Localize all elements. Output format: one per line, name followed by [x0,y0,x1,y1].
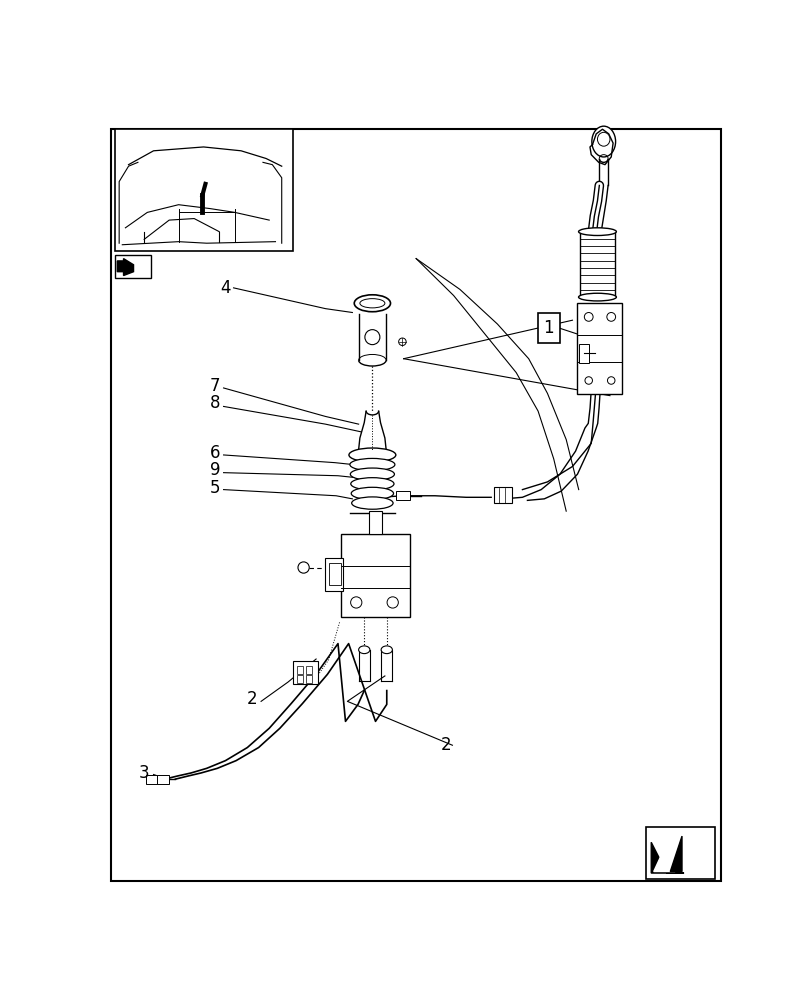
Ellipse shape [351,497,393,509]
Polygon shape [590,129,612,165]
Polygon shape [117,259,133,276]
Bar [114,255,151,278]
Bar [493,487,512,503]
Ellipse shape [597,132,609,146]
Polygon shape [670,836,681,872]
Bar [369,511,381,534]
Circle shape [387,597,398,608]
Ellipse shape [591,126,615,157]
Text: 2: 2 [247,690,257,708]
Bar [341,534,410,617]
Ellipse shape [350,458,394,471]
Ellipse shape [578,293,616,301]
Ellipse shape [380,646,392,654]
Polygon shape [653,846,674,872]
Bar [306,675,312,683]
Text: 2: 2 [440,736,451,754]
Ellipse shape [350,478,393,490]
Bar [146,774,158,784]
Ellipse shape [358,646,370,654]
Ellipse shape [349,448,395,462]
Bar [296,666,303,674]
Bar [296,675,303,683]
Bar [577,303,622,394]
Circle shape [398,338,406,346]
Text: 4: 4 [220,279,230,297]
Bar [580,232,614,297]
Text: 5: 5 [209,479,220,497]
Text: 3: 3 [139,764,149,782]
Bar [306,666,312,674]
Text: 8: 8 [209,394,220,412]
Text: 1: 1 [543,319,553,337]
Ellipse shape [351,487,393,500]
Bar [328,563,341,585]
Polygon shape [650,842,683,873]
Bar [325,558,342,591]
Ellipse shape [578,228,616,235]
Bar [114,129,293,251]
Ellipse shape [359,299,384,308]
Bar [646,827,714,879]
Text: 7: 7 [209,377,220,395]
Bar [578,344,588,363]
Circle shape [298,562,309,573]
Ellipse shape [350,468,394,480]
Bar [293,661,318,684]
Bar [396,491,410,500]
Text: 6: 6 [209,444,220,462]
Circle shape [350,597,362,608]
Circle shape [364,330,380,345]
Text: 9: 9 [209,461,220,479]
Bar [157,774,169,784]
Ellipse shape [354,295,390,312]
